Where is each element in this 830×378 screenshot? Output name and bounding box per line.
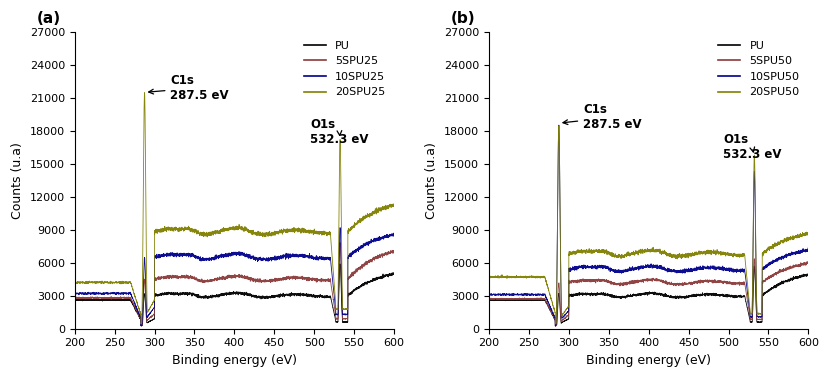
Y-axis label: Counts (u.a): Counts (u.a) xyxy=(426,142,438,219)
Y-axis label: Counts (u.a): Counts (u.a) xyxy=(11,142,24,219)
Text: C1s
287.5 eV: C1s 287.5 eV xyxy=(149,74,229,102)
Text: (b): (b) xyxy=(451,11,476,26)
Text: (a): (a) xyxy=(37,11,61,26)
Text: C1s
287.5 eV: C1s 287.5 eV xyxy=(563,103,642,131)
Text: O1s
532.3 eV: O1s 532.3 eV xyxy=(310,118,369,146)
Legend: PU, 5SPU25, 10SPU25, 20SPU25: PU, 5SPU25, 10SPU25, 20SPU25 xyxy=(300,37,388,101)
X-axis label: Binding energy (eV): Binding energy (eV) xyxy=(172,354,297,367)
X-axis label: Binding energy (eV): Binding energy (eV) xyxy=(586,354,711,367)
Legend: PU, 5SPU50, 10SPU50, 20SPU50: PU, 5SPU50, 10SPU50, 20SPU50 xyxy=(715,37,803,101)
Text: O1s
532.3 eV: O1s 532.3 eV xyxy=(723,133,781,161)
